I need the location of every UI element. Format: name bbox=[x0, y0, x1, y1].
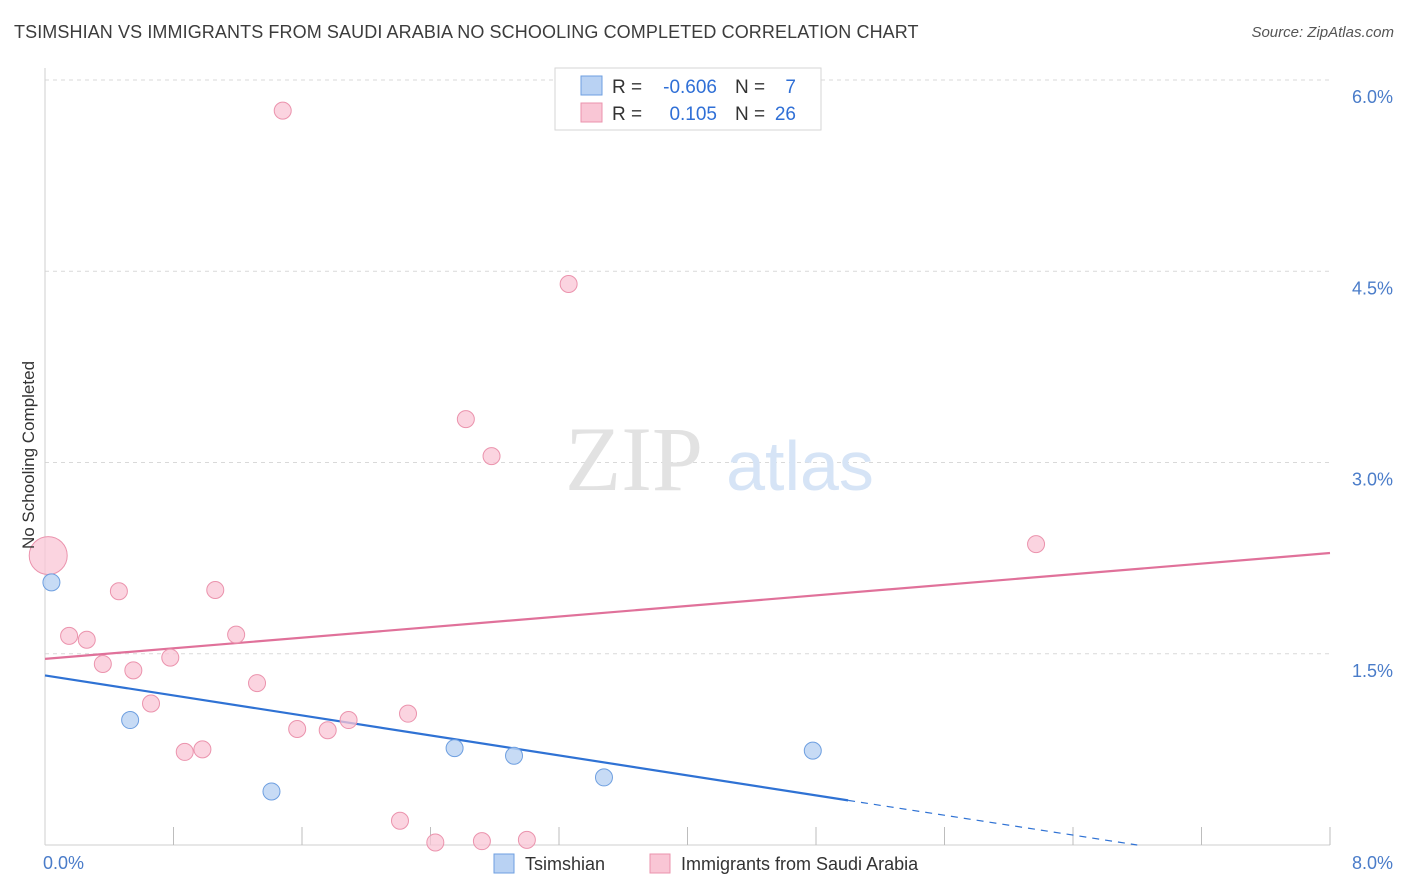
grid-lines bbox=[45, 79, 1330, 655]
point-saudi-25 bbox=[517, 830, 536, 849]
legend-r-label-2: R = bbox=[612, 104, 642, 125]
legend-swatch-tsimshian bbox=[580, 75, 603, 96]
data-points bbox=[28, 101, 1046, 852]
series-swatch-saudi bbox=[649, 853, 671, 874]
series-label-tsimshian: Tsimshian bbox=[525, 854, 605, 874]
watermark-atlas: atlas bbox=[726, 427, 874, 505]
y-tick-label-3: 6.0% bbox=[1352, 87, 1393, 107]
point-saudi-15 bbox=[339, 711, 358, 730]
trend-line-tsimshian-extension bbox=[848, 799, 1138, 846]
chart-title: TSIMSHIAN VS IMMIGRANTS FROM SAUDI ARABI… bbox=[14, 22, 919, 42]
point-tsimshian-5 bbox=[594, 768, 613, 787]
point-saudi-16 bbox=[399, 704, 418, 723]
point-saudi-11 bbox=[175, 742, 194, 761]
legend-r-value-1: -0.606 bbox=[663, 77, 717, 98]
series-swatch-tsimshian bbox=[493, 853, 515, 874]
legend-n-value-1: 7 bbox=[785, 77, 796, 98]
point-tsimshian-4 bbox=[505, 746, 524, 765]
watermark: ZIP atlas bbox=[565, 408, 874, 510]
point-saudi-22 bbox=[390, 811, 409, 830]
point-saudi-20 bbox=[482, 447, 501, 466]
point-saudi-4 bbox=[77, 630, 96, 649]
x-tick-label-0: 0.0% bbox=[43, 853, 84, 873]
y-tick-label-2: 4.5% bbox=[1352, 278, 1393, 298]
point-saudi-9 bbox=[142, 694, 161, 713]
axes bbox=[44, 68, 1331, 846]
point-saudi-3 bbox=[60, 626, 79, 645]
point-saudi-8 bbox=[227, 625, 246, 644]
x-tick-labels: 0.0% 8.0% bbox=[43, 853, 1393, 873]
point-saudi-19 bbox=[456, 410, 475, 429]
point-saudi-14 bbox=[318, 721, 337, 740]
point-tsimshian-6 bbox=[803, 741, 822, 760]
legend-n-label-2: N = bbox=[735, 104, 765, 125]
point-saudi-5 bbox=[93, 654, 112, 673]
point-saudi-10 bbox=[248, 674, 267, 693]
point-saudi-7 bbox=[161, 648, 180, 667]
legend-swatch-saudi bbox=[580, 102, 603, 123]
y-tick-label-0: 1.5% bbox=[1352, 661, 1393, 681]
trend-line-saudi bbox=[44, 551, 1331, 660]
trend-line-tsimshian bbox=[44, 674, 849, 802]
legend-n-value-2: 26 bbox=[775, 104, 796, 125]
point-saudi-2 bbox=[206, 581, 225, 599]
point-tsimshian-3 bbox=[445, 739, 464, 758]
source-label: Source: ZipAtlas.com bbox=[1251, 24, 1394, 41]
point-saudi-18 bbox=[559, 275, 578, 293]
point-saudi-17 bbox=[273, 101, 292, 120]
legend-r-value-2: 0.105 bbox=[669, 104, 717, 125]
point-tsimshian-0 bbox=[42, 573, 61, 592]
y-tick-label-1: 3.0% bbox=[1352, 470, 1393, 490]
stats-legend: R = -0.606 N = 7 R = 0.105 N = 26 bbox=[554, 67, 822, 131]
x-tick-label-1: 8.0% bbox=[1352, 853, 1393, 873]
legend-r-label-1: R = bbox=[612, 77, 642, 98]
point-saudi-24 bbox=[472, 832, 491, 851]
point-saudi-21 bbox=[1027, 535, 1046, 554]
point-saudi-23 bbox=[426, 833, 445, 852]
trend-lines bbox=[44, 551, 1331, 846]
series-label-saudi: Immigrants from Saudi Arabia bbox=[681, 854, 919, 874]
point-saudi-6 bbox=[124, 661, 143, 680]
y-axis-label: No Schooling Completed bbox=[19, 361, 38, 549]
point-tsimshian-1 bbox=[121, 711, 140, 730]
point-saudi-12 bbox=[193, 740, 212, 759]
point-saudi-1 bbox=[109, 582, 128, 601]
series-legend: Tsimshian Immigrants from Saudi Arabia bbox=[493, 853, 919, 874]
legend-n-label-1: N = bbox=[735, 77, 765, 98]
point-saudi-13 bbox=[288, 719, 307, 738]
y-tick-labels: 1.5% 3.0% 4.5% 6.0% bbox=[1352, 87, 1393, 681]
point-tsimshian-2 bbox=[262, 782, 281, 801]
watermark-zip: ZIP bbox=[565, 408, 703, 510]
